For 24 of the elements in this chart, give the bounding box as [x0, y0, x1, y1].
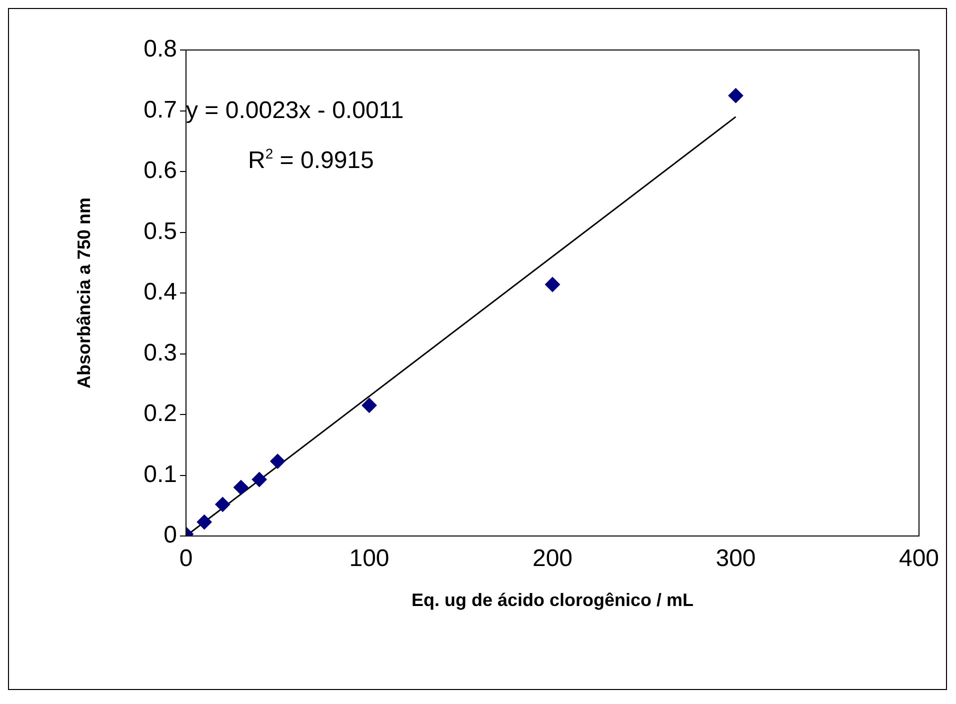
x-tick-label: 100: [349, 545, 390, 572]
annotation: y = 0.0023x - 0.0011: [186, 97, 404, 124]
x-tick-label: 200: [532, 545, 573, 572]
y-tick-label: 0.2: [144, 400, 177, 428]
point: [362, 398, 377, 413]
point: [233, 480, 248, 495]
point: [252, 472, 267, 488]
y-axis-title: Absorbância a 750 nm: [74, 197, 94, 389]
x-tick-label: 300: [716, 545, 756, 572]
y-tick-label: 0.7: [144, 96, 177, 124]
x-axis-title: Eq. ug de ácido clorogênico / mL: [411, 590, 694, 610]
x-tick-label: 400: [898, 545, 940, 572]
point: [728, 88, 744, 104]
y-tick-label: 0.5: [144, 218, 177, 245]
y-tick-label: 0.1: [144, 460, 177, 488]
point: [215, 496, 230, 512]
y-tick-label: 0.6: [144, 157, 177, 184]
y-tick-label: 0.3: [144, 339, 177, 366]
point: [196, 514, 212, 530]
y-tick-label: 0: [164, 522, 177, 549]
point: [545, 276, 560, 292]
point: [270, 454, 286, 469]
y-tick-label: 0.4: [144, 278, 177, 306]
y-tick-label: 0.8: [144, 36, 177, 63]
